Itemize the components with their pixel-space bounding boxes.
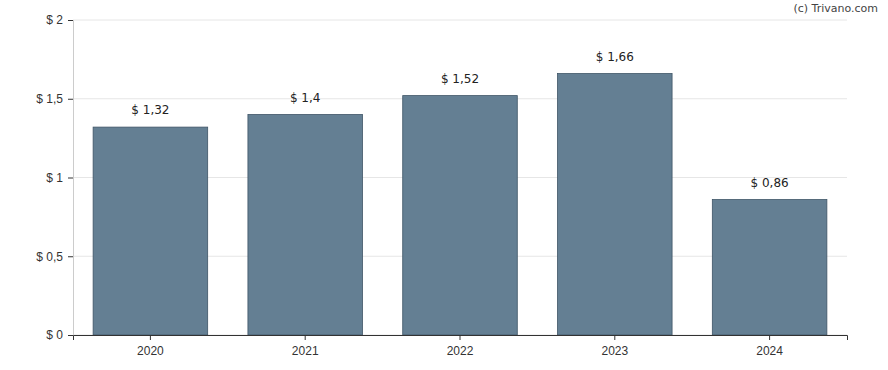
data-labels: $ 1,32 $ 1,4 $ 1,52 $ 1,66 $ 0,86 xyxy=(131,50,788,190)
x-tick-mark xyxy=(769,335,770,340)
x-tick: 2020 xyxy=(137,335,164,358)
x-tick-label: 2020 xyxy=(137,344,164,358)
y-tick-label: $ 1 xyxy=(46,171,63,185)
plot: $ 0 $ 0,5 $ 1 $ 1,5 $ 2 2020 2021 2022 2023 2024 $… xyxy=(36,13,847,358)
x-tick-label: 2021 xyxy=(292,344,319,358)
x-axis-line xyxy=(74,336,848,341)
data-label: $ 1,52 xyxy=(441,72,479,86)
y-tick-label: $ 1,5 xyxy=(36,92,63,106)
y-tick: $ 1 xyxy=(46,171,73,185)
y-tick-mark xyxy=(68,335,73,336)
y-tick-label: $ 0,5 xyxy=(36,250,63,264)
data-label: $ 0,86 xyxy=(751,176,789,190)
x-tick-label: 2023 xyxy=(601,344,628,358)
y-tick-mark xyxy=(68,99,73,100)
y-tick-mark xyxy=(68,256,73,257)
y-tick: $ 1,5 xyxy=(36,92,73,106)
bar xyxy=(558,74,673,335)
x-tick-mark xyxy=(305,335,306,340)
y-tick: $ 2 xyxy=(46,13,73,27)
y-tick-mark xyxy=(68,20,73,21)
y-axis: $ 0 $ 0,5 $ 1 $ 1,5 $ 2 xyxy=(36,13,73,342)
annotation: (c) Trivano.com xyxy=(793,2,878,15)
grid xyxy=(73,20,847,335)
bar xyxy=(248,115,363,336)
x-axis: 2020 2021 2022 2023 2024 xyxy=(74,335,848,358)
bar xyxy=(93,127,208,335)
data-label: $ 1,32 xyxy=(131,103,169,117)
x-tick: 2022 xyxy=(447,335,474,358)
x-tick: 2023 xyxy=(601,335,628,358)
y-tick: $ 0,5 xyxy=(36,250,73,264)
data-label: $ 1,4 xyxy=(290,91,321,105)
x-tick: 2024 xyxy=(756,335,783,358)
x-tick-mark xyxy=(460,335,461,340)
x-tick-label: 2024 xyxy=(756,344,783,358)
y-tick-label: $ 0 xyxy=(46,328,63,342)
bar xyxy=(712,200,827,335)
y-tick: $ 0 xyxy=(46,328,73,342)
x-tick-mark xyxy=(150,335,151,340)
y-tick-mark xyxy=(68,178,73,179)
x-tick-mark xyxy=(614,335,615,340)
data-label: $ 1,66 xyxy=(596,50,634,64)
bar xyxy=(403,96,518,335)
x-tick: 2021 xyxy=(292,335,319,358)
y-tick-label: $ 2 xyxy=(46,13,63,27)
x-tick-label: 2022 xyxy=(447,344,474,358)
y-axis-line xyxy=(68,21,74,336)
bars xyxy=(93,74,827,335)
chart: $ 0 $ 0,5 $ 1 $ 1,5 $ 2 2020 2021 2022 2023 2024 $… xyxy=(0,0,888,370)
grid-line xyxy=(73,20,847,21)
